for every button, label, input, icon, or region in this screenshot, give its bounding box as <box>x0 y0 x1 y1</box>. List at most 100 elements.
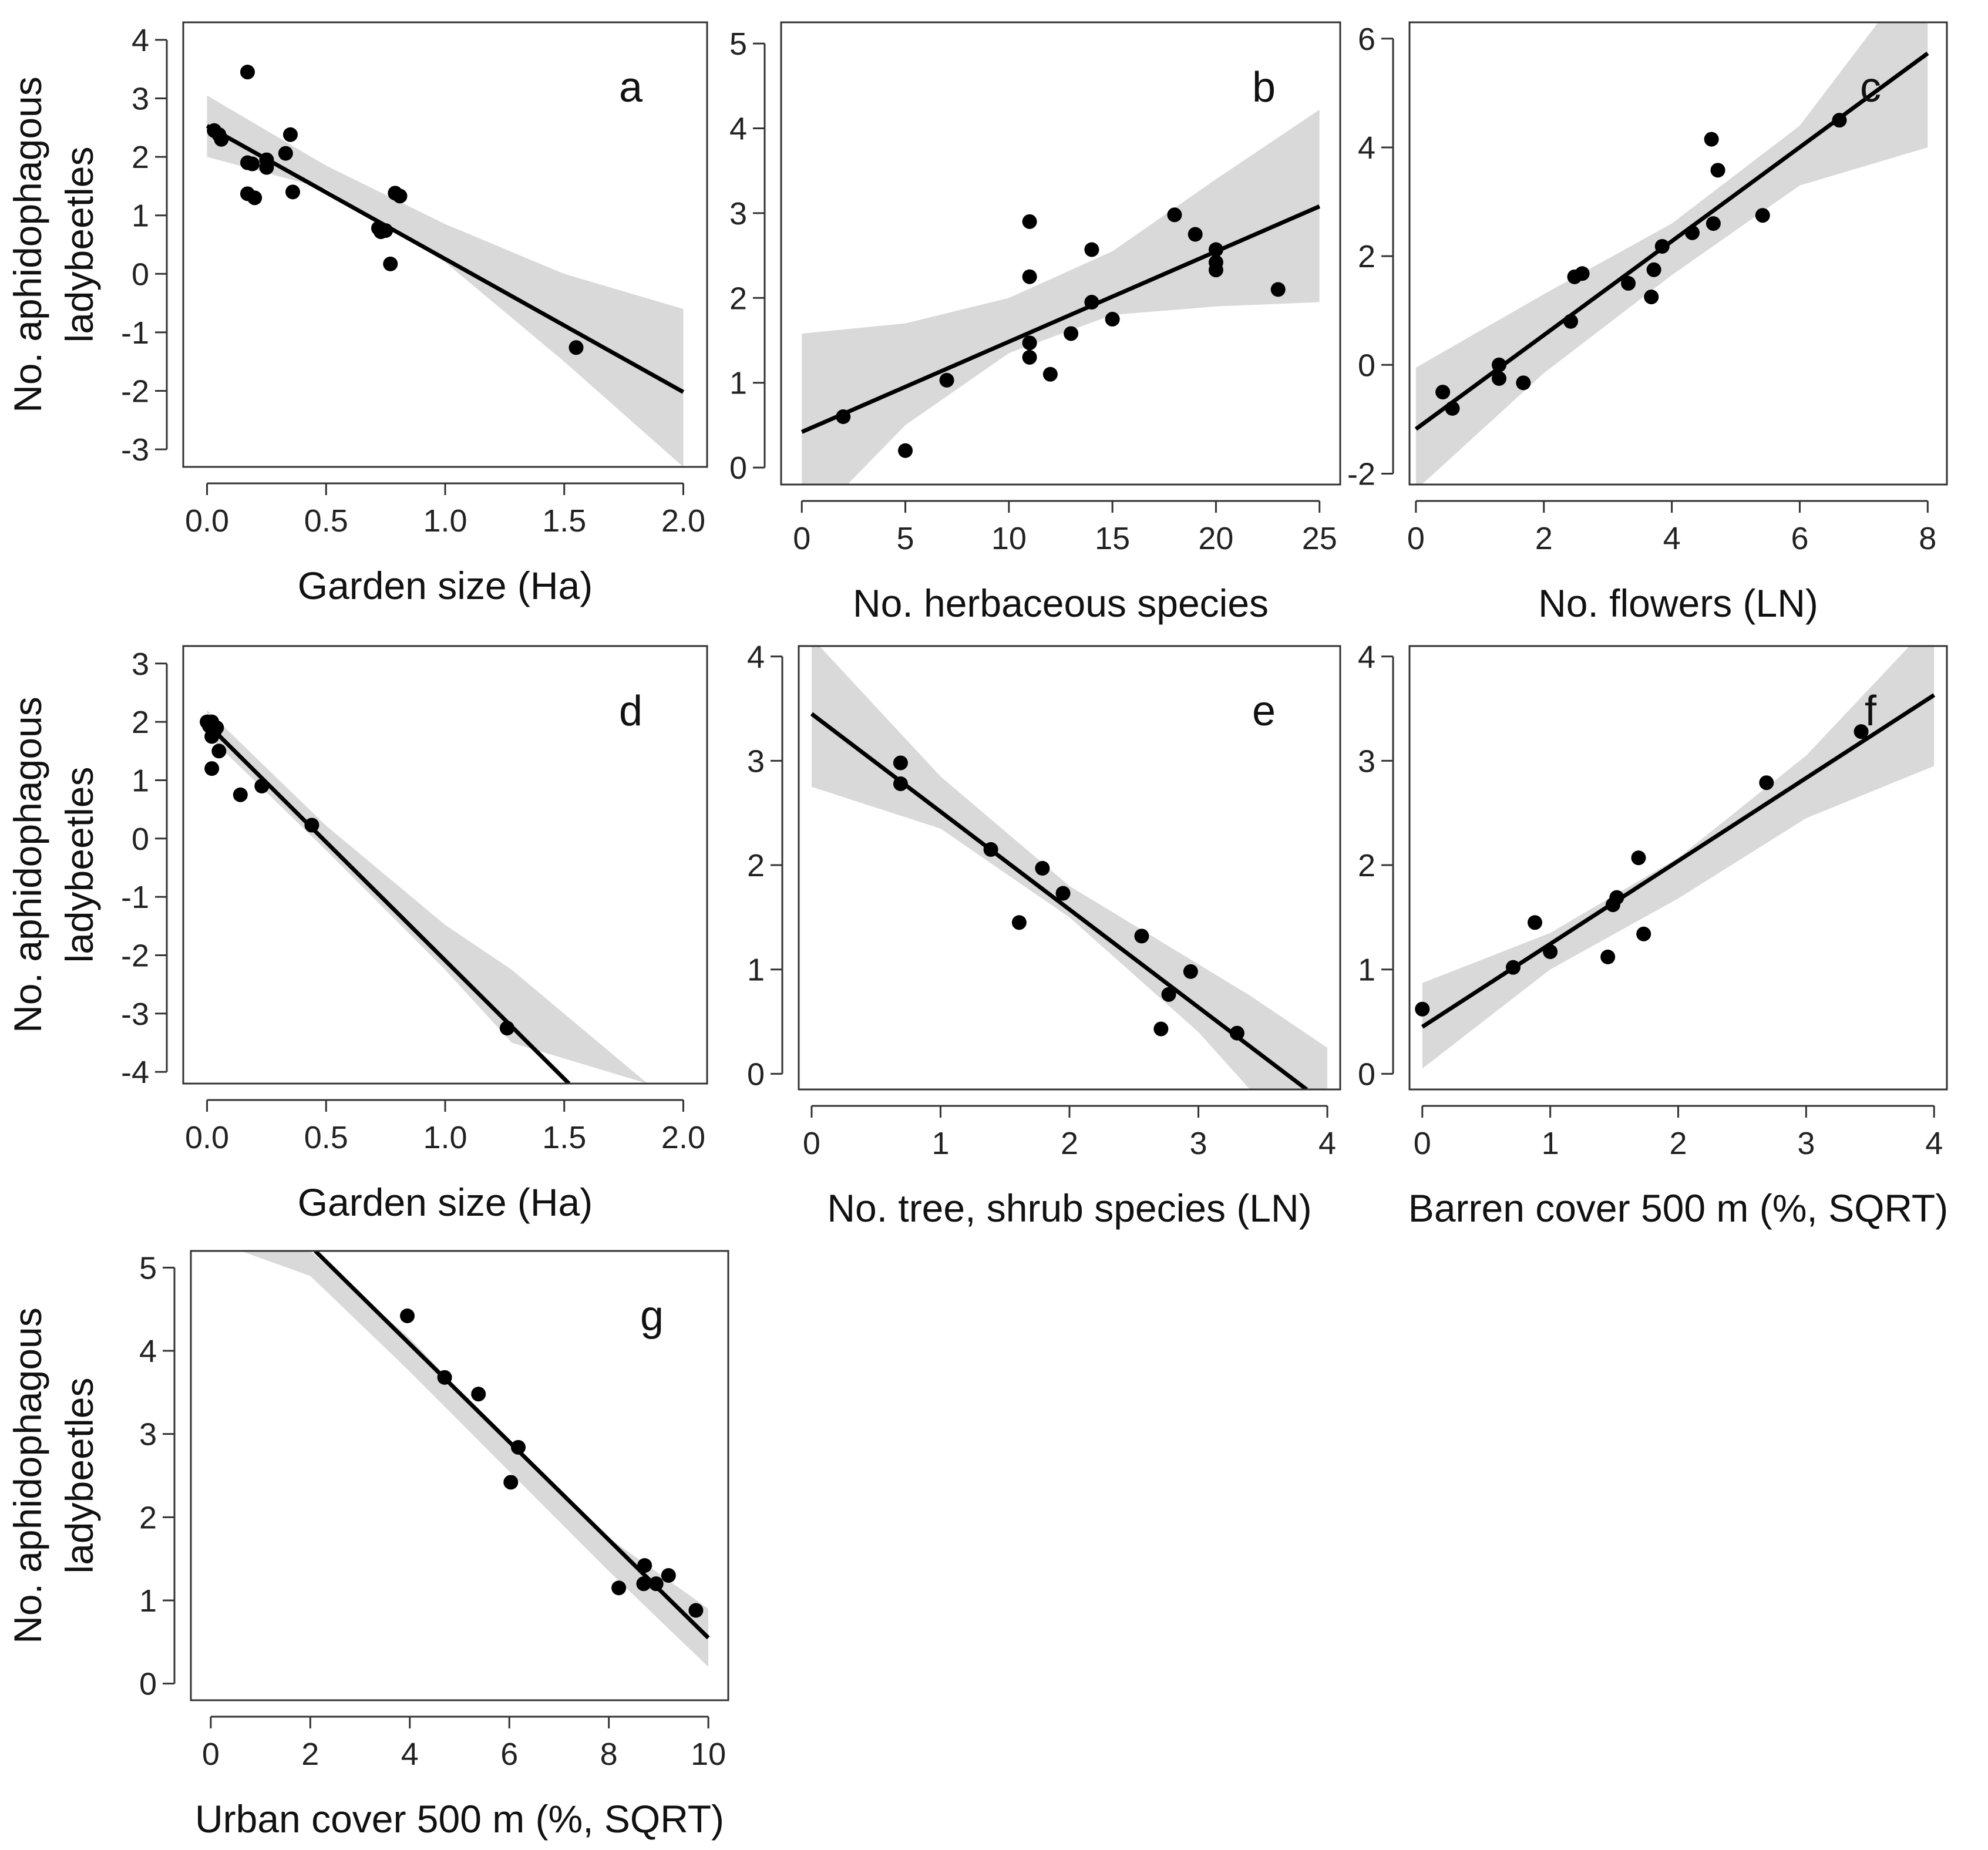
data-point-c-3 <box>1492 371 1506 386</box>
y-tick-label-a-4: 1 <box>132 199 149 234</box>
data-point-b-7 <box>1042 366 1058 382</box>
confidence-band-c <box>1415 22 1928 485</box>
data-point-f-0 <box>1415 1001 1430 1017</box>
panel-label-e: e <box>1252 688 1276 735</box>
y-axis-title-a-line1: No. aphidophagous <box>6 76 49 412</box>
y-tick-label-d-4: 0 <box>132 822 149 857</box>
x-tick-label-b-1: 5 <box>897 521 914 556</box>
data-point-b-11 <box>1105 311 1120 327</box>
y-tick-label-g-3: 3 <box>139 1417 157 1452</box>
confidence-band-e <box>812 646 1327 1089</box>
y-tick-label-f-4: 4 <box>1358 640 1375 675</box>
data-point-b-8 <box>1064 326 1079 341</box>
data-point-g-3 <box>503 1475 519 1490</box>
data-point-c-9 <box>1644 290 1659 305</box>
x-tick-label-a-2: 1.0 <box>423 503 467 539</box>
x-axis-title-d: Garden size (Ha) <box>298 1180 593 1224</box>
x-tick-label-e-2: 2 <box>1061 1126 1078 1161</box>
y-tick-label-d-2: -2 <box>121 938 149 973</box>
data-point-e-3 <box>1011 915 1027 930</box>
panel-label-g: g <box>640 1293 664 1340</box>
plot-frame-f <box>1408 645 1948 1091</box>
regression-line-a <box>206 124 685 394</box>
confidence-band-g <box>240 1251 709 1667</box>
data-point-e-9 <box>1183 964 1198 979</box>
panel-label-f: f <box>1865 688 1877 735</box>
x-tick-label-b-5: 25 <box>1302 521 1337 556</box>
y-tick-label-b-0: 0 <box>729 450 747 486</box>
data-point-e-0 <box>893 755 908 771</box>
data-point-f-7 <box>1631 850 1646 866</box>
data-point-e-2 <box>983 842 998 857</box>
data-point-f-10 <box>1854 724 1869 739</box>
x-axis-title-f: Barren cover 500 m (%, SQRT) <box>1408 1186 1948 1230</box>
y-tick-label-g-2: 2 <box>139 1500 157 1535</box>
y-tick-label-d-7: 3 <box>132 647 149 682</box>
y-tick-label-b-4: 4 <box>729 112 747 147</box>
panel-b: 0 5 10 15 20 25 0 1 2 3 4 5 No. herbaceous species b <box>729 21 1341 625</box>
data-point-c-4 <box>1516 375 1531 391</box>
data-point-g-7 <box>637 1558 652 1573</box>
data-point-d-6 <box>209 720 224 735</box>
y-tick-label-a-5: 2 <box>132 140 149 175</box>
data-point-g-10 <box>688 1603 704 1618</box>
data-point-c-11 <box>1654 238 1670 254</box>
regression-line-d <box>206 722 571 1084</box>
y-tick-label-f-0: 0 <box>1358 1057 1375 1092</box>
data-point-e-10 <box>1229 1025 1244 1041</box>
plot-frame-g <box>190 1250 729 1701</box>
confidence-band-d <box>207 710 648 1084</box>
x-tick-label-g-5: 10 <box>691 1737 726 1772</box>
data-point-c-5 <box>1563 314 1578 329</box>
y-tick-label-d-3: -1 <box>121 880 149 915</box>
y-tick-label-g-4: 4 <box>139 1334 157 1369</box>
data-point-d-8 <box>233 787 248 802</box>
x-tick-label-c-1: 2 <box>1535 521 1553 556</box>
data-point-g-0 <box>400 1309 415 1323</box>
y-tick-label-e-3: 3 <box>747 744 765 779</box>
x-tick-label-b-0: 0 <box>793 521 810 556</box>
y-tick-label-c-4: 6 <box>1358 22 1375 57</box>
data-point-g-5 <box>611 1580 627 1596</box>
data-point-d-11 <box>499 1021 514 1036</box>
x-tick-label-f-4: 4 <box>1925 1126 1943 1161</box>
y-axis-title-d-line1: No. aphidophagous <box>6 697 49 1032</box>
data-point-b-17 <box>1270 282 1286 297</box>
data-point-a-10 <box>278 146 293 161</box>
x-tick-label-c-2: 4 <box>1663 521 1681 556</box>
data-point-c-13 <box>1704 132 1719 147</box>
y-tick-label-c-2: 2 <box>1358 239 1375 274</box>
y-tick-label-a-7: 4 <box>132 23 149 58</box>
data-point-b-2 <box>939 372 954 388</box>
y-tick-label-f-1: 1 <box>1358 953 1375 988</box>
data-point-c-10 <box>1646 262 1661 277</box>
y-tick-label-b-2: 2 <box>729 281 747 316</box>
x-tick-label-f-0: 0 <box>1414 1126 1431 1161</box>
y-tick-label-d-6: 2 <box>132 705 149 740</box>
x-tick-label-f-1: 1 <box>1542 1126 1559 1161</box>
data-point-c-17 <box>1832 113 1847 128</box>
panel-g: 0 2 4 6 8 10 0 1 2 3 4 5 Urban cover 500 m (%, SQRT)… <box>6 1250 729 1841</box>
x-tick-label-d-2: 1.0 <box>423 1120 467 1155</box>
data-point-e-6 <box>1134 929 1149 944</box>
x-axis-title-g: Urban cover 500 m (%, SQRT) <box>195 1797 724 1841</box>
y-axis-title-g-line1: No. aphidophagous <box>6 1307 49 1643</box>
x-tick-label-d-3: 1.5 <box>542 1120 586 1155</box>
confidence-band-f <box>1422 646 1935 1069</box>
data-point-f-3 <box>1543 944 1558 960</box>
y-tick-label-b-3: 3 <box>729 196 747 231</box>
data-point-c-8 <box>1621 275 1636 291</box>
y-tick-label-g-1: 1 <box>139 1583 157 1619</box>
data-point-e-8 <box>1161 987 1176 1002</box>
x-tick-label-a-1: 0.5 <box>304 503 348 539</box>
data-point-c-15 <box>1710 163 1725 178</box>
x-tick-label-e-4: 4 <box>1318 1126 1336 1161</box>
data-point-b-3 <box>1022 214 1037 229</box>
data-point-g-4 <box>510 1439 526 1455</box>
y-tick-label-b-1: 1 <box>729 366 747 401</box>
data-point-e-1 <box>893 776 908 791</box>
regression-line-c <box>1414 51 1929 431</box>
x-tick-label-d-4: 2.0 <box>661 1120 705 1155</box>
y-tick-label-b-5: 5 <box>729 26 747 62</box>
